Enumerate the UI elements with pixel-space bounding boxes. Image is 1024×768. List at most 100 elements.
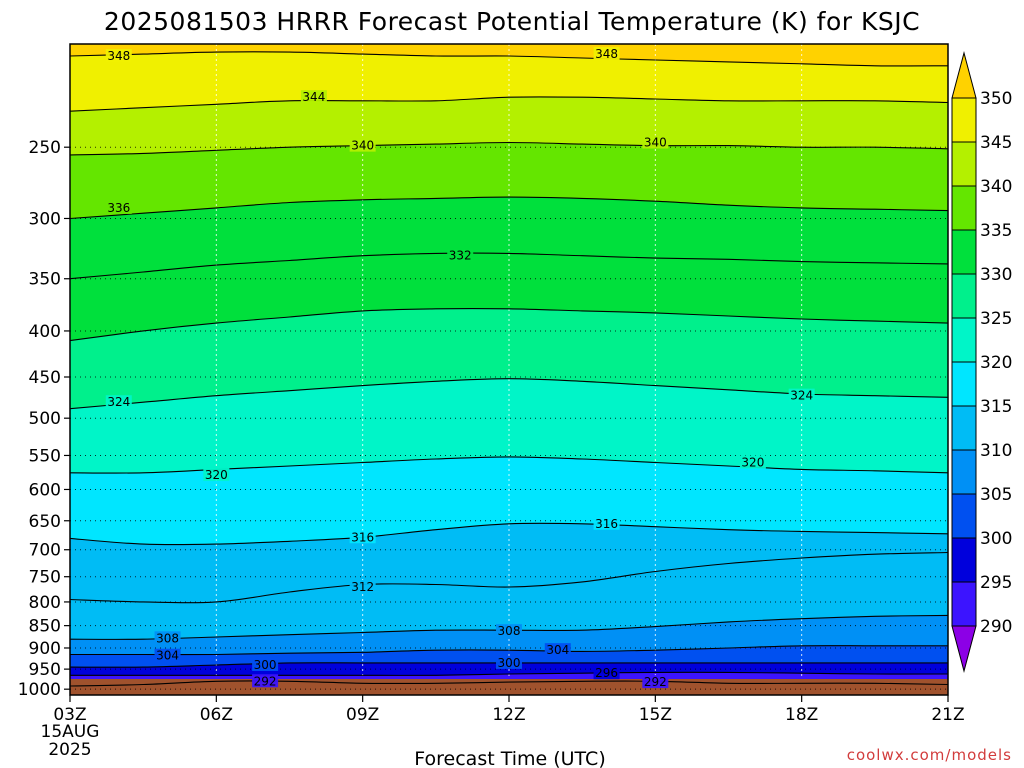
contour-label: 332: [449, 249, 472, 263]
y-tick-label: 950: [29, 660, 61, 680]
x-tick-label: 12Z: [492, 705, 525, 725]
contour-label-layer: 348 348 344 340 340 336 332 324 324 320 320 316 316 3…: [105, 47, 815, 689]
contour-label-bg: [252, 657, 279, 671]
colorbar-box: [951, 141, 977, 187]
colorbar-box: [951, 97, 977, 143]
contour-line-348: [70, 51, 948, 67]
colorbar-tick-label: 350: [980, 89, 1012, 109]
colorbar-tick-label: 305: [980, 485, 1012, 505]
contour-label: 344: [302, 90, 325, 104]
y-tick-label: 450: [29, 368, 61, 388]
contour-line-332: [70, 252, 948, 280]
contour-label: 324: [107, 395, 130, 409]
y-tick-label: 750: [29, 568, 61, 588]
contour-label: 292: [644, 675, 667, 689]
contour-label: 300: [254, 658, 277, 672]
contour-label: 320: [741, 455, 764, 469]
contour-label-bg: [349, 579, 376, 593]
contour-label: 312: [351, 580, 374, 594]
colorbar-extend-bottom: [951, 625, 977, 673]
contour-label-bg: [788, 388, 815, 402]
x-tick-label: 21Z: [931, 705, 964, 725]
theta-fill-layer: [70, 44, 948, 695]
contour-label: 340: [644, 135, 667, 149]
colorbar-box: [951, 581, 977, 627]
colorbar-tick-label: 345: [980, 133, 1012, 153]
contour-label-bg: [642, 135, 669, 149]
y-tick-label: 700: [29, 541, 61, 561]
contour-label: 348: [595, 47, 618, 61]
y-tick-label: 250: [29, 138, 61, 158]
y-tick-label: 400: [29, 322, 61, 342]
colorbar-tick-label: 335: [980, 221, 1012, 241]
credit-text: coolwx.com/models: [847, 746, 1012, 764]
contour-line-312: [70, 551, 948, 604]
contour-label-bg: [544, 643, 571, 657]
x-axis-label: Forecast Time (UTC): [414, 748, 605, 768]
colorbar-tick-label: 295: [980, 573, 1012, 593]
y-tick-label: 650: [29, 512, 61, 532]
date-line-1: 15AUG: [41, 722, 100, 742]
colorbar-box: [951, 185, 977, 231]
contour-label-bg: [349, 530, 376, 544]
contour-label-bg: [593, 47, 620, 61]
chart-title: 2025081503 HRRR Forecast Potential Tempe…: [104, 7, 920, 36]
colorbar: 290 295 300 305 310 315 320 325 330 335 340 345 350: [951, 51, 1012, 673]
contour-line-296: [70, 671, 948, 676]
contour-label-bg: [105, 49, 132, 63]
contour-line-292: [70, 680, 948, 687]
contour-label-bg: [496, 655, 522, 669]
colorbar-tick-label: 320: [980, 353, 1012, 373]
contour-label-bg: [203, 467, 230, 481]
contour-label: 316: [595, 517, 618, 531]
contour-label: 348: [107, 49, 130, 63]
x-tick-label: 18Z: [785, 705, 818, 725]
colorbar-box: [951, 405, 977, 451]
colorbar-box: [951, 273, 977, 319]
x-axis: 03Z 06Z 09Z 12Z 15Z 18Z 21Z: [53, 695, 965, 725]
colorbar-tick-label: 300: [980, 529, 1012, 549]
contour-label-bg: [252, 674, 279, 688]
contour-label-bg: [447, 248, 474, 262]
colorbar-box: [951, 361, 977, 407]
y-tick-label: 850: [29, 617, 61, 637]
y-tick-label: 550: [29, 446, 61, 466]
colorbar-box: [951, 537, 977, 583]
contour-label: 304: [546, 643, 569, 657]
contour-line-336: [70, 196, 948, 220]
contour-label: 308: [498, 624, 521, 638]
y-tick-label: 600: [29, 480, 61, 500]
colorbar-tick-label: 290: [980, 617, 1012, 637]
contour-label-bg: [642, 675, 669, 689]
contour-label: 304: [156, 649, 179, 663]
y-tick-label: 900: [29, 639, 61, 659]
contour-line-316: [70, 522, 948, 546]
contour-label-bg: [300, 90, 327, 104]
contour-label-bg: [154, 648, 181, 662]
colorbar-extend-top: [951, 51, 977, 99]
contour-label-bg: [593, 516, 620, 530]
colorbar-tick-label: 325: [980, 309, 1012, 329]
contour-label-bg: [349, 138, 376, 152]
contour-label-bg: [105, 200, 132, 214]
y-tick-label: 1000: [18, 680, 61, 700]
contour-label: 324: [790, 389, 813, 403]
contour-label: 336: [107, 201, 130, 215]
contour-label: 296: [595, 666, 618, 680]
contour-line-344: [70, 96, 948, 112]
contour-label: 292: [254, 674, 277, 688]
colorbar-tick-label: 310: [980, 441, 1012, 461]
y-tick-label: 300: [29, 209, 61, 229]
colorbar-tick-label: 315: [980, 397, 1012, 417]
x-tick-label: 03Z: [53, 705, 86, 725]
colorbar-box: [951, 229, 977, 275]
contour-label: 320: [205, 468, 228, 482]
colorbar-box: [951, 317, 977, 363]
colorbar-tick-label: 330: [980, 265, 1012, 285]
x-tick-label: 15Z: [639, 705, 672, 725]
contour-label: 308: [156, 631, 179, 645]
contour-label-bg: [154, 631, 181, 645]
date-line-2: 2025: [48, 740, 91, 760]
x-tick-label: 09Z: [346, 705, 379, 725]
